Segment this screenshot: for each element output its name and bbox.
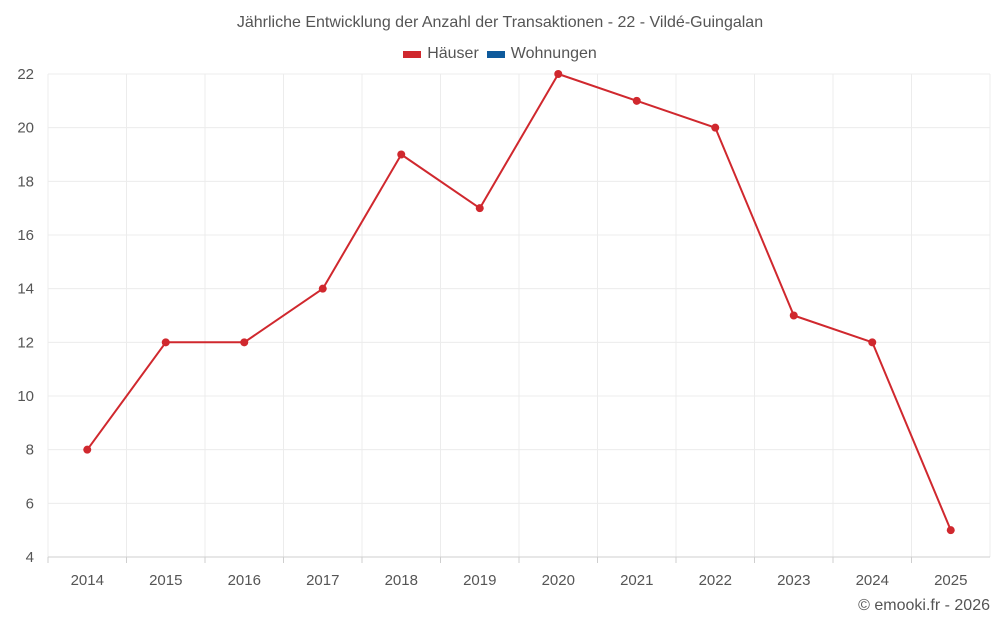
data-point-2019 [475, 204, 484, 213]
credit-text: © emooki.fr - 2026 [858, 597, 990, 614]
x-tick-label-2023: 2023 [777, 572, 810, 589]
data-point-2017 [318, 284, 327, 293]
x-tick-label-2014: 2014 [71, 572, 104, 589]
x-tick-label-2022: 2022 [699, 572, 732, 589]
data-point-2023 [789, 311, 798, 320]
x-tick-label-2024: 2024 [856, 572, 889, 589]
y-tick-label-14: 14 [17, 281, 34, 298]
y-tick-label-18: 18 [17, 173, 34, 190]
data-point-2016 [240, 338, 249, 347]
data-point-2020 [554, 70, 563, 78]
legend-item-haeuser[interactable]: Häuser [403, 45, 479, 63]
x-tick-label-2021: 2021 [620, 572, 653, 589]
x-tick-label-2018: 2018 [385, 572, 418, 589]
data-point-2018 [397, 150, 406, 159]
y-tick-label-12: 12 [17, 334, 34, 351]
chart-title: Jährliche Entwicklung der Anzahl der Tra… [236, 14, 764, 31]
data-point-2025 [946, 526, 955, 535]
data-point-2015 [161, 338, 170, 347]
y-tick-label-16: 16 [17, 227, 34, 244]
chart-legend: Häuser Wohnungen [0, 45, 1000, 63]
legend-label-wohnungen: Wohnungen [510, 45, 597, 62]
data-point-2014 [83, 445, 92, 454]
legend-swatch-haeuser [403, 50, 422, 58]
x-tick-label-2025: 2025 [934, 572, 967, 589]
legend-item-wohnungen[interactable]: Wohnungen [486, 45, 597, 63]
data-point-2021 [632, 96, 641, 105]
y-tick-label-20: 20 [17, 120, 34, 137]
x-tick-label-2020: 2020 [542, 572, 575, 589]
legend-swatch-wohnungen [486, 50, 505, 58]
y-tick-label-8: 8 [26, 442, 34, 459]
y-tick-label-6: 6 [26, 495, 34, 512]
legend-label-haeuser: Häuser [427, 45, 479, 62]
x-tick-label-2016: 2016 [228, 572, 261, 589]
data-point-2024 [868, 338, 877, 347]
series-line-0 [86, 73, 952, 531]
y-tick-label-4: 4 [26, 549, 34, 566]
x-tick-label-2017: 2017 [306, 572, 339, 589]
y-tick-label-22: 22 [17, 66, 34, 83]
data-point-2022 [711, 123, 720, 132]
x-tick-label-2015: 2015 [149, 572, 182, 589]
y-tick-label-10: 10 [17, 388, 34, 405]
x-tick-label-2019: 2019 [463, 572, 496, 589]
